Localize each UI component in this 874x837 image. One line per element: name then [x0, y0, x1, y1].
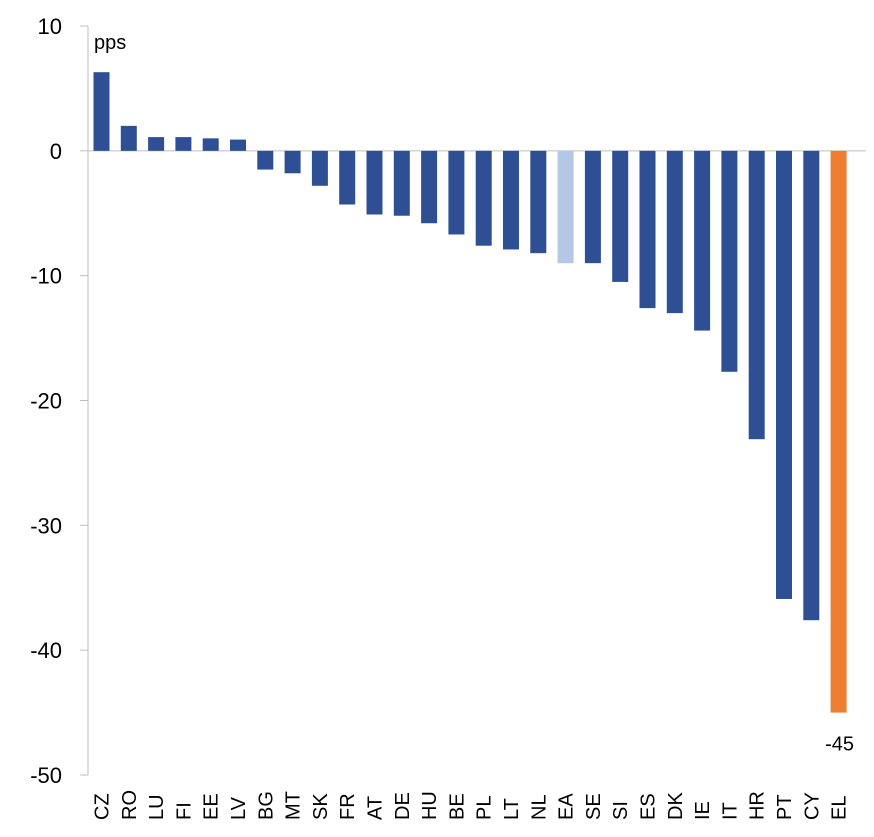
bar-lt	[503, 150, 519, 250]
x-tick-label-nl: NL	[528, 794, 550, 820]
bar-at	[366, 150, 383, 215]
bar-se	[584, 150, 601, 264]
x-tick-label-es: ES	[638, 793, 660, 820]
bar-ea	[557, 150, 574, 264]
y-tick-label: -40	[30, 638, 62, 663]
x-tick-label-fr: FR	[337, 793, 359, 820]
y-tick-label: -10	[30, 264, 62, 289]
x-tick-label-ro: RO	[119, 790, 141, 820]
x-tick-label-si: SI	[610, 801, 632, 820]
x-tick-label-hr: HR	[747, 791, 769, 820]
bar-el	[830, 150, 847, 713]
bar-nl	[530, 150, 547, 254]
bar-de	[393, 150, 410, 216]
bar-be	[448, 150, 465, 235]
x-tick-label-bg: BG	[255, 791, 277, 820]
bar-pt	[776, 150, 792, 599]
bar-hu	[421, 150, 438, 224]
x-tick-label-lt: LT	[501, 798, 523, 820]
data-label-el: -45	[825, 734, 854, 756]
x-tick-label-it: IT	[719, 802, 741, 820]
x-tick-label-cy: CY	[801, 792, 823, 820]
x-tick-label-at: AT	[365, 796, 387, 820]
bar-cz	[93, 72, 110, 151]
bar-cy	[803, 150, 820, 621]
x-tick-label-se: SE	[583, 793, 605, 820]
x-tick-label-de: DE	[392, 792, 414, 820]
unit-label: pps	[94, 32, 126, 54]
bar-fr	[339, 150, 356, 205]
bar-lu	[148, 137, 165, 151]
bar-pl	[475, 150, 492, 246]
bar-fi	[175, 137, 192, 151]
bar-ee	[202, 138, 219, 151]
x-tick-label-pt: PT	[774, 794, 796, 820]
bar-mt	[284, 150, 301, 174]
x-tick-label-ea: EA	[556, 793, 578, 820]
bars	[93, 72, 847, 713]
x-tick-label-hu: HU	[419, 791, 441, 820]
bar-ie	[694, 150, 711, 331]
bar-it	[721, 150, 738, 372]
bar-ro	[120, 125, 137, 151]
y-tick-label: -50	[30, 763, 62, 788]
x-tick-label-mt: MT	[283, 791, 305, 820]
y-tick-label: -30	[30, 513, 62, 538]
bar-si	[612, 150, 629, 282]
x-tick-label-ee: EE	[201, 793, 223, 820]
bar-sk	[311, 150, 328, 186]
x-tick-label-cz: CZ	[92, 793, 114, 820]
x-tick-label-sk: SK	[310, 793, 332, 820]
x-tick-label-be: BE	[446, 793, 468, 820]
y-tick-label: -20	[30, 389, 62, 414]
bar-dk	[666, 150, 683, 314]
x-tick-label-dk: DK	[665, 792, 687, 820]
y-tick-label: 10	[38, 14, 62, 39]
x-tick-label-ie: IE	[692, 801, 714, 820]
x-tick-label-pl: PL	[474, 796, 496, 820]
data-labels: -45	[825, 734, 854, 756]
y-axis: 10 0 -10 -20 -30 -40 -50	[30, 14, 866, 788]
x-tick-label-lu: LU	[146, 794, 168, 820]
x-tick-label-lv: LV	[228, 796, 250, 820]
bar-lv	[230, 139, 246, 151]
x-tick-label-el: EL	[829, 796, 851, 820]
bar-hr	[748, 150, 765, 440]
x-tick-label-fi: FI	[173, 802, 195, 820]
bar-bg	[257, 150, 274, 170]
x-axis: CZ RO LU FI EE LV BG MT SK FR AT DE HU BE PL LT NL EA SE SI…	[92, 790, 851, 820]
y-tick-label: 0	[50, 139, 62, 164]
bar-es	[639, 150, 656, 309]
